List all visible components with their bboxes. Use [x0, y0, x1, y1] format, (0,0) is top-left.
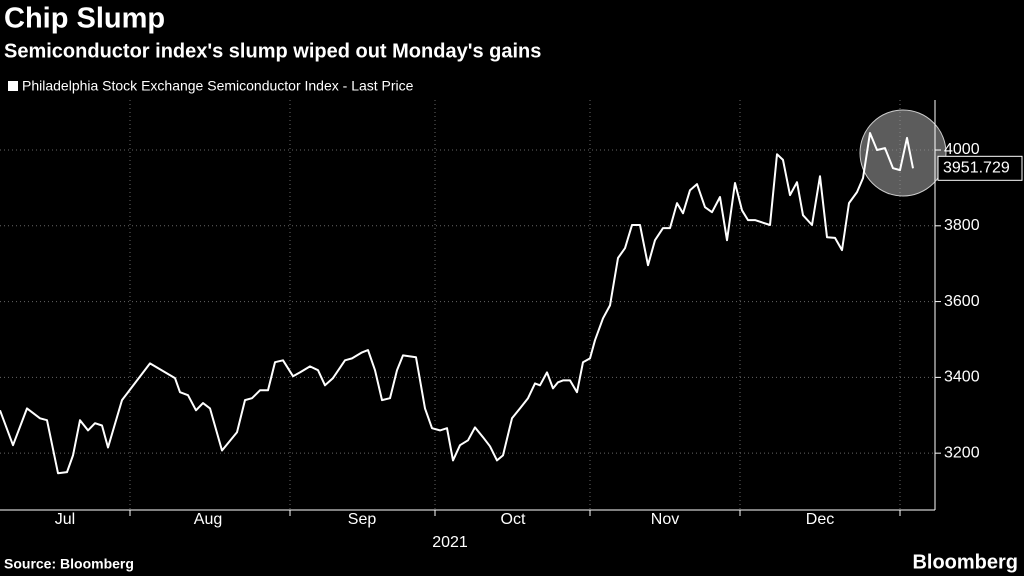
- last-value-box: [937, 155, 1023, 181]
- chart-title: Chip Slump: [4, 3, 165, 35]
- x-tick-label: Aug: [194, 511, 222, 528]
- legend-label: Philadelphia Stock Exchange Semiconducto…: [22, 78, 414, 94]
- source: Source: Bloomberg: [4, 556, 134, 572]
- brand: Bloomberg: [912, 551, 1018, 573]
- series-line: [0, 132, 914, 475]
- x-tick-label: Jul: [55, 511, 75, 528]
- last-value-label: 3951.729: [943, 160, 1010, 177]
- y-tick-label: 4000: [944, 141, 980, 158]
- x-tick-label: Nov: [651, 511, 679, 528]
- x-axis-label: 2021: [432, 534, 468, 551]
- x-tick-label: Sep: [348, 511, 377, 528]
- y-tick-label: 3200: [944, 444, 980, 461]
- y-tick-label: 3600: [944, 293, 980, 310]
- y-tick-label: 3400: [944, 369, 980, 386]
- x-tick-label: Oct: [501, 511, 526, 528]
- x-tick-label: Dec: [806, 511, 834, 528]
- legend-swatch: [8, 81, 18, 91]
- chart-subtitle: Semiconductor index's slump wiped out Mo…: [4, 40, 541, 62]
- y-tick-label: 3800: [944, 217, 980, 234]
